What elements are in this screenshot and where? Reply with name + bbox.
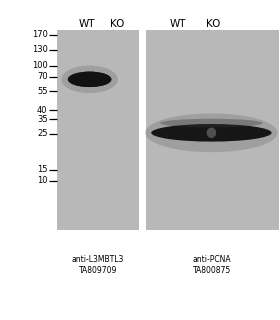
Text: 170: 170	[32, 30, 48, 39]
Text: TA809709: TA809709	[79, 266, 117, 275]
Text: TA800875: TA800875	[193, 266, 231, 275]
Ellipse shape	[68, 72, 111, 87]
Text: KO: KO	[206, 19, 220, 29]
Ellipse shape	[145, 113, 277, 152]
Text: 70: 70	[37, 72, 48, 81]
Text: 55: 55	[37, 87, 48, 96]
Text: WT: WT	[170, 19, 186, 29]
Text: 100: 100	[32, 61, 48, 70]
Text: anti-PCNA: anti-PCNA	[193, 255, 231, 264]
Text: KO: KO	[110, 19, 125, 29]
Ellipse shape	[61, 66, 118, 93]
Text: 130: 130	[32, 45, 48, 54]
Ellipse shape	[151, 124, 272, 141]
Text: 10: 10	[37, 176, 48, 185]
Text: 15: 15	[37, 165, 48, 174]
Ellipse shape	[68, 72, 111, 87]
Text: anti-L3MBTL3: anti-L3MBTL3	[72, 255, 124, 264]
Text: 25: 25	[37, 129, 48, 138]
Bar	[57, 30, 139, 230]
Text: 40: 40	[37, 106, 48, 115]
Bar	[146, 30, 279, 230]
Ellipse shape	[160, 119, 263, 127]
Ellipse shape	[207, 127, 216, 138]
Text: WT: WT	[79, 19, 95, 29]
Text: 35: 35	[37, 115, 48, 124]
